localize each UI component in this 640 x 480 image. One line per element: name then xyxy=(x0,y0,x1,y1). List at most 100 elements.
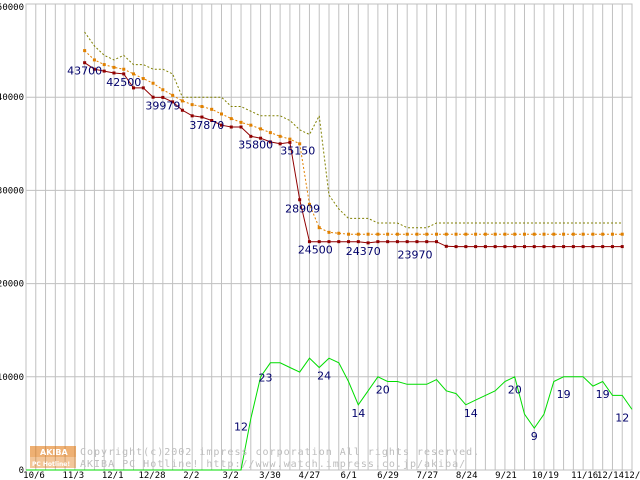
data-label: 12 xyxy=(234,421,248,434)
point-average xyxy=(542,232,546,236)
point-average xyxy=(493,232,497,236)
x-tick-label: 6/29 xyxy=(377,471,399,480)
point-min xyxy=(327,240,331,244)
point-min xyxy=(337,240,341,244)
point-min xyxy=(307,240,311,244)
data-label: 23970 xyxy=(398,249,433,262)
point-average xyxy=(307,202,311,206)
point-average xyxy=(239,120,243,124)
point-min xyxy=(591,245,595,249)
point-average xyxy=(210,107,214,111)
point-average xyxy=(356,232,360,236)
x-tick-label: 7/27 xyxy=(416,471,438,480)
x-tick-label: 12/1 xyxy=(102,471,124,480)
point-average xyxy=(610,232,614,236)
point-min xyxy=(180,108,184,112)
data-label: 28909 xyxy=(285,203,320,216)
point-min xyxy=(317,240,321,244)
x-tick-label: 12/1412/21 xyxy=(597,471,640,480)
point-average xyxy=(464,232,468,236)
point-average xyxy=(405,232,409,236)
point-average xyxy=(337,231,341,235)
point-min xyxy=(132,86,136,90)
x-tick-label: 9/21 xyxy=(495,471,517,480)
data-label: 20 xyxy=(376,383,390,396)
point-average xyxy=(190,103,194,107)
point-min xyxy=(522,245,526,249)
point-min xyxy=(454,245,458,249)
x-tick-label: 3/30 xyxy=(259,471,281,480)
series-line-average xyxy=(84,50,623,235)
point-min xyxy=(151,95,155,99)
point-min xyxy=(112,71,116,75)
data-labels: 43700 42500 39979 37870 35800 35150 28909 24500… xyxy=(67,65,629,443)
y-tick-label: 30000 xyxy=(0,186,24,196)
point-average xyxy=(562,232,566,236)
data-label: 42500 xyxy=(106,76,141,89)
point-average xyxy=(571,232,575,236)
point-min xyxy=(435,240,439,244)
data-label: 14 xyxy=(464,407,478,420)
x-tick-labels: 10/6 11/3 12/1 12/28 2/2 3/2 3/30 4/27 6/1 6/29 7/… xyxy=(23,471,640,480)
data-label: 14 xyxy=(351,407,365,420)
point-min xyxy=(474,245,478,249)
point-min xyxy=(610,245,614,249)
point-min xyxy=(571,245,575,249)
data-label: 12 xyxy=(615,411,629,424)
point-average xyxy=(249,123,253,127)
point-average xyxy=(102,63,106,67)
data-label: 9 xyxy=(531,430,538,443)
series-line-max xyxy=(84,31,623,229)
point-average xyxy=(347,232,351,236)
point-average xyxy=(180,99,184,103)
x-tick-label: 6/1 xyxy=(341,471,357,480)
point-average xyxy=(532,232,536,236)
point-min xyxy=(268,140,272,144)
plot-frame xyxy=(25,3,633,471)
gridlines xyxy=(25,3,633,471)
point-min xyxy=(620,245,624,249)
point-average xyxy=(435,232,439,236)
point-average xyxy=(298,142,302,146)
point-average xyxy=(171,93,175,97)
point-average xyxy=(259,127,263,131)
point-average xyxy=(552,232,556,236)
point-average xyxy=(161,88,165,92)
akiba-logo-text: AKIBA xyxy=(40,448,68,457)
point-min xyxy=(376,240,380,244)
data-label: 37870 xyxy=(189,119,224,132)
point-min xyxy=(288,140,292,144)
point-min xyxy=(444,244,448,248)
point-average xyxy=(513,232,517,236)
point-average xyxy=(454,232,458,236)
data-label: 24 xyxy=(317,369,331,382)
point-min xyxy=(298,198,302,202)
y-tick-label: 20000 xyxy=(0,280,24,290)
y-tick-label: 50000 xyxy=(0,3,24,13)
point-average xyxy=(83,49,87,53)
point-min xyxy=(141,86,145,90)
point-min xyxy=(356,240,360,244)
series-line-shops xyxy=(26,357,633,471)
point-average xyxy=(268,131,272,135)
point-min xyxy=(493,245,497,249)
point-average xyxy=(522,232,526,236)
point-min xyxy=(464,245,468,249)
point-average xyxy=(92,58,96,62)
point-min xyxy=(542,245,546,249)
point-average xyxy=(366,232,370,236)
data-label: 24500 xyxy=(298,244,333,257)
x-tick-label: 4/27 xyxy=(298,471,320,480)
point-average xyxy=(581,232,585,236)
x-tick-label: 11/3 xyxy=(62,471,84,480)
x-tick-label: 8/24 xyxy=(456,471,478,480)
point-min xyxy=(581,245,585,249)
point-min xyxy=(83,61,87,65)
point-min xyxy=(190,114,194,118)
point-min xyxy=(425,240,429,244)
point-min xyxy=(513,245,517,249)
copyright-watermark: AKIBA PC Hotline! Copyright(c)2002 impre… xyxy=(30,446,479,470)
point-average xyxy=(229,117,233,121)
point-average xyxy=(483,232,487,236)
